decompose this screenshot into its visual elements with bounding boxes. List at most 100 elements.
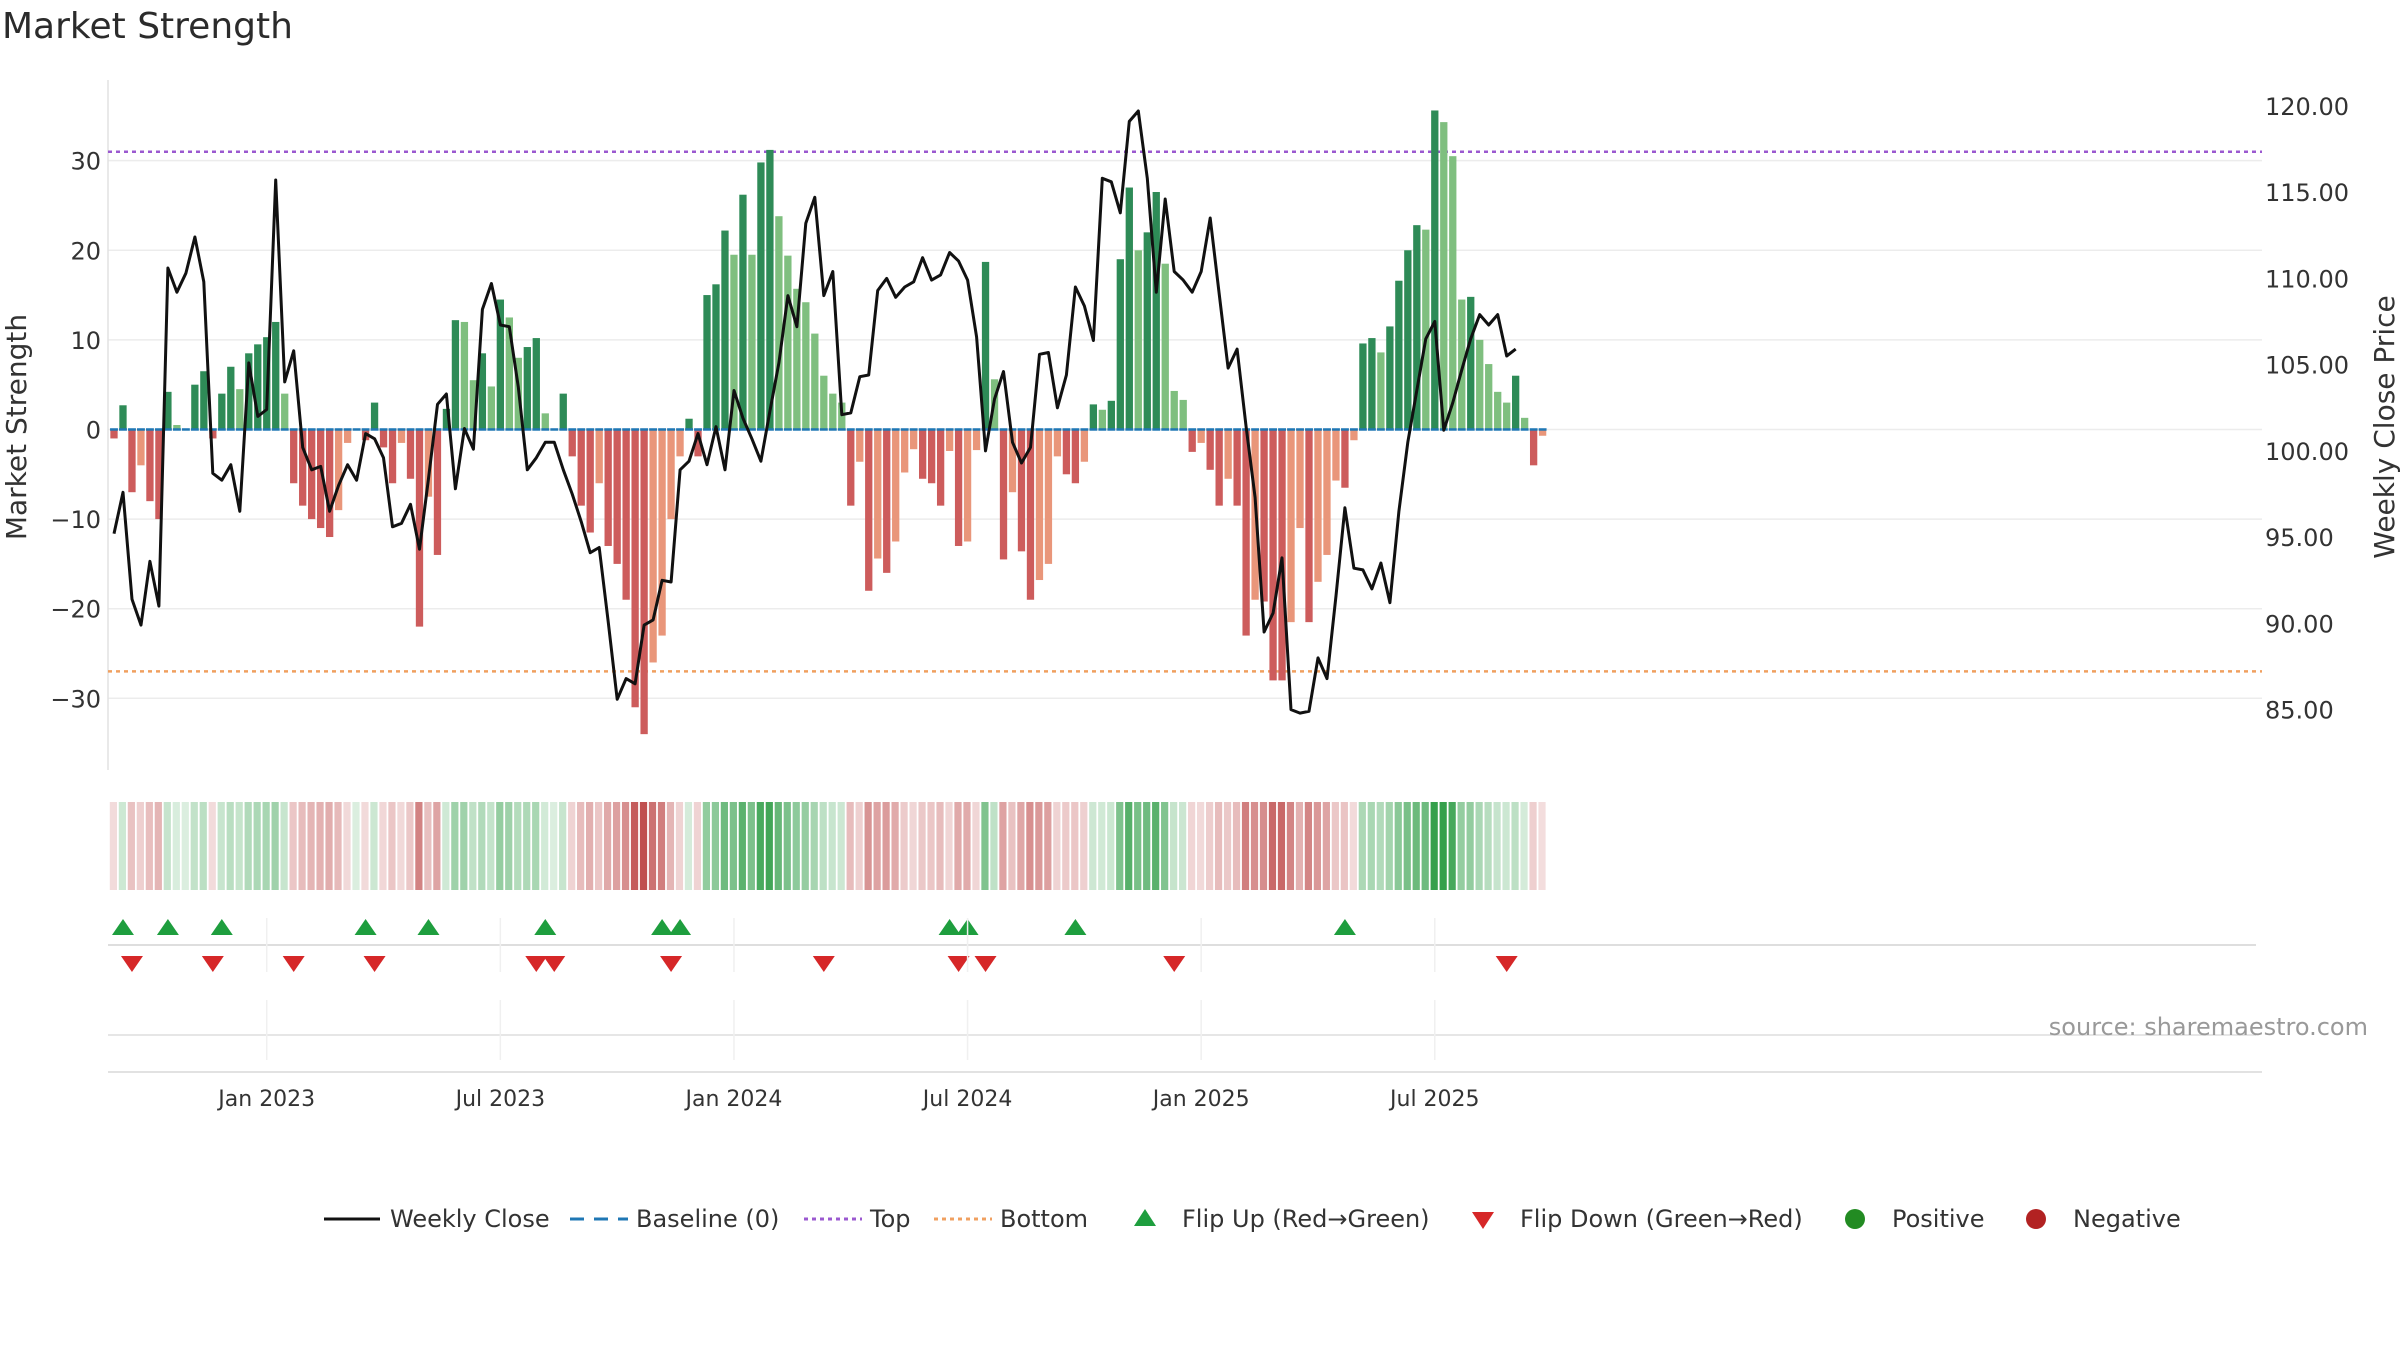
strength-bar	[1368, 338, 1376, 430]
strength-bar	[433, 429, 442, 555]
legend-item-baseline: Baseline (0)	[568, 1202, 779, 1236]
strength-bar	[910, 429, 918, 450]
strength-bar	[1233, 429, 1241, 506]
strength-bar	[658, 429, 666, 636]
right-tick-label: 105.00	[2265, 352, 2349, 380]
strength-bar	[676, 429, 684, 457]
heat-cell	[657, 802, 666, 890]
left-tick-label: 0	[86, 416, 101, 444]
strength-bar	[883, 429, 891, 573]
strength-bar	[1152, 192, 1160, 430]
heat-cell	[1304, 802, 1313, 890]
strength-bar	[640, 429, 648, 735]
strength-bar	[254, 344, 262, 430]
strength-bar	[1044, 429, 1053, 564]
strength-bar	[981, 261, 990, 430]
strength-bar	[685, 418, 693, 430]
heat-cell	[675, 802, 684, 890]
strength-bar	[1350, 429, 1358, 441]
heat-cell	[388, 802, 396, 890]
strength-bar	[137, 429, 145, 466]
heat-cell	[684, 802, 693, 890]
heat-cell	[271, 802, 279, 890]
right-tick-label: 100.00	[2265, 438, 2349, 466]
strength-bar	[406, 429, 415, 479]
heat-cell	[1358, 802, 1366, 890]
heat-cell	[451, 802, 459, 890]
strength-bars	[110, 110, 1547, 735]
strength-bar	[586, 429, 594, 533]
strength-bar	[496, 299, 505, 430]
strength-bar	[703, 295, 711, 430]
legend-triangle-down-icon	[1472, 1212, 1494, 1229]
strength-bar	[1395, 280, 1403, 430]
heat-cell	[496, 802, 504, 890]
strength-bar	[775, 216, 783, 430]
heat-cell	[505, 802, 513, 890]
heat-cell	[1529, 802, 1537, 890]
strength-bar	[568, 429, 576, 457]
strength-bar	[730, 254, 738, 430]
strength-bar	[272, 321, 280, 430]
heat-cell	[1295, 802, 1304, 890]
heat-cell	[568, 802, 576, 890]
strength-bar	[1449, 156, 1457, 430]
heat-cell	[612, 802, 621, 890]
heat-cell	[1421, 802, 1429, 890]
heat-cell	[666, 802, 675, 890]
strength-bar	[191, 384, 199, 430]
strength-bar	[343, 429, 352, 443]
strength-bar	[1053, 429, 1062, 457]
y-axis-title-right: Weekly Close Price	[2368, 295, 2400, 558]
strength-bar	[442, 408, 451, 430]
weekly-close-line	[112, 109, 1517, 715]
heat-cell	[181, 802, 189, 890]
flip-up-marker	[1064, 919, 1087, 935]
left-tick-label: 10	[70, 327, 101, 355]
heat-cell	[1403, 802, 1411, 890]
heat-cell	[1331, 802, 1339, 890]
heat-cell	[352, 802, 360, 890]
strength-bar	[1026, 429, 1035, 600]
strength-bar	[128, 429, 136, 493]
strength-bar	[811, 333, 819, 430]
strength-bar	[829, 393, 837, 430]
left-tick-label: 30	[70, 148, 101, 176]
heat-cell	[370, 802, 378, 890]
heat-cell	[1367, 802, 1375, 890]
x-tick-label: Jan 2023	[216, 1087, 315, 1112]
strength-bar	[1008, 429, 1017, 493]
flip-up-marker	[417, 919, 440, 935]
heat-cell	[639, 802, 648, 890]
strength-bar	[1035, 429, 1044, 581]
flip-down-marker	[812, 956, 835, 972]
strength-bar	[1520, 417, 1529, 430]
strength-bar	[1206, 429, 1214, 470]
heat-cell	[1179, 802, 1187, 890]
heat-cell	[541, 802, 549, 890]
heat-cell	[1062, 802, 1070, 890]
strength-bar	[164, 391, 172, 430]
strength-bar	[1529, 429, 1538, 466]
heat-cell	[828, 802, 836, 890]
heat-cell	[586, 802, 594, 890]
strength-bar	[1098, 409, 1106, 430]
weekly-close-polyline	[112, 109, 1517, 715]
heat-cell	[936, 802, 944, 890]
heat-cell	[361, 802, 369, 890]
heat-cell	[1143, 802, 1151, 890]
flip-down-marker	[947, 956, 970, 972]
strength-bar	[451, 320, 460, 430]
heat-cell	[648, 802, 657, 890]
heat-cell	[415, 802, 423, 890]
strength-bar	[1413, 225, 1421, 430]
heat-cell	[343, 802, 351, 890]
right-tick-label: 95.00	[2265, 524, 2334, 552]
heat-cell	[1125, 802, 1133, 890]
strength-bar	[1278, 429, 1286, 681]
legend-dot-red-icon	[2026, 1209, 2046, 1229]
legend-triangle-up-icon	[1134, 1209, 1156, 1226]
strength-bar	[1512, 375, 1520, 430]
strength-bar	[218, 393, 226, 430]
